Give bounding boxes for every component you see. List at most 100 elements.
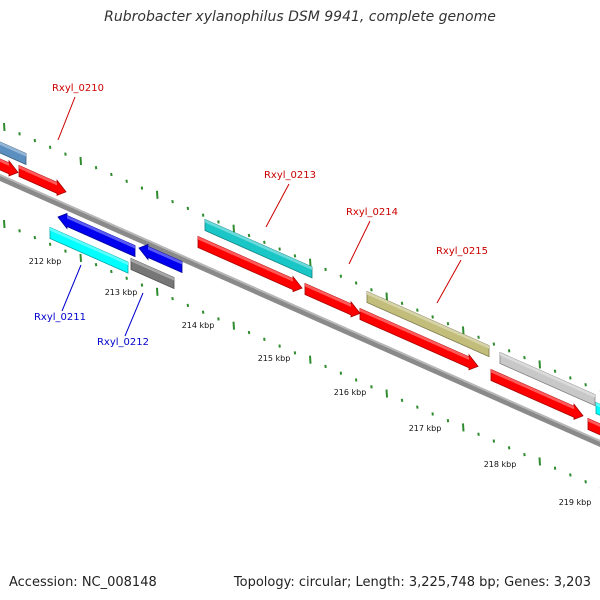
callout-line-rxyl-0215 [436, 259, 462, 304]
tick-mark [553, 466, 557, 470]
tick-mark [110, 172, 113, 177]
scale-label: 218 kbp [484, 460, 517, 469]
tick-mark [523, 355, 526, 360]
gene-feature-highlight [360, 308, 469, 360]
tick-mark [446, 419, 450, 423]
tick-mark [79, 253, 82, 262]
tick-mark [293, 351, 297, 355]
tick-mark [324, 267, 327, 272]
tick-mark [507, 349, 511, 353]
tick-mark [538, 457, 541, 466]
tick-mark [339, 274, 343, 278]
gene-label-rxyl-0215: Rxyl_0215 [436, 246, 488, 257]
gene-feature-highlight [367, 291, 489, 349]
tick-mark [416, 308, 419, 312]
tick-mark [278, 247, 281, 251]
tick-mark [462, 423, 465, 432]
tick-mark [125, 179, 128, 183]
tick-mark [584, 383, 587, 387]
tick-mark [309, 355, 312, 364]
tick-mark [247, 330, 251, 335]
tick-mark [217, 220, 220, 224]
tick-mark [186, 303, 190, 308]
tick-mark [416, 405, 419, 409]
gene-feature-highlight [0, 158, 9, 166]
tick-mark [385, 292, 388, 301]
tick-mark [523, 452, 526, 457]
scale-label: 217 kbp [409, 424, 442, 433]
gene-feature-highlight [596, 402, 600, 408]
callout-line-rxyl-0211 [61, 264, 82, 312]
tick-mark [94, 166, 98, 170]
gene-feature-highlight [305, 283, 351, 307]
tick-mark [385, 389, 388, 398]
tick-mark [33, 235, 37, 240]
tick-mark [370, 288, 373, 292]
tick-mark [569, 473, 572, 477]
callout-line-rxyl-0214 [348, 220, 371, 265]
tick-mark [507, 446, 511, 450]
tick-mark [3, 122, 6, 132]
gene-feature-highlight [500, 352, 595, 398]
gene-feature-highlight [67, 215, 135, 249]
gene-feature-highlight [205, 219, 312, 270]
tick-mark [156, 190, 159, 199]
tick-mark [217, 317, 220, 321]
callout-line-rxyl-0210 [57, 96, 76, 141]
tick-mark [309, 258, 312, 267]
tick-mark [3, 219, 6, 229]
scale-label: 212 kbp [29, 257, 62, 266]
tick-mark [201, 213, 205, 217]
tick-mark [431, 412, 434, 416]
tick-mark [293, 254, 297, 258]
gene-feature-highlight [198, 236, 293, 282]
tick-mark [462, 326, 465, 335]
tick-mark [400, 301, 404, 306]
tick-mark [431, 315, 434, 319]
tick-mark [569, 376, 572, 380]
gene-feature-highlight [50, 227, 128, 266]
tick-track-upper [3, 122, 600, 392]
footer-accession: Accession: NC_008148 [9, 575, 157, 590]
tick-mark [477, 335, 480, 339]
gene-feature-highlight [131, 258, 174, 281]
tick-mark [140, 283, 144, 287]
page-title: Rubrobacter xylanophilus DSM 9941, compl… [104, 9, 496, 25]
gene-label-rxyl-0213: Rxyl_0213 [264, 170, 316, 181]
gene-feature-highlight [19, 165, 57, 186]
callout-line-rxyl-0212 [124, 292, 144, 337]
scale-label: 213 kbp [105, 288, 138, 297]
gene-feature-highlight [0, 141, 26, 157]
tick-mark [263, 240, 266, 244]
tick-mark [232, 224, 235, 233]
gene-features [0, 141, 600, 436]
gene-label-rxyl-0211: Rxyl_0211 [34, 312, 86, 323]
gene-feature-rxyl-0212-cds[interactable] [138, 243, 183, 274]
tick-mark [324, 364, 327, 369]
tick-mark [18, 229, 21, 233]
tick-mark [140, 186, 144, 190]
scale-label: 219 kbp [559, 498, 592, 507]
tick-mark [64, 249, 67, 253]
gene-label-rxyl-0212: Rxyl_0212 [97, 337, 149, 348]
callout-line-rxyl-0213 [265, 183, 290, 228]
gene-feature-highlight [491, 369, 574, 410]
tick-mark [79, 156, 82, 165]
scale-label: 214 kbp [182, 321, 215, 330]
tick-mark [538, 360, 541, 369]
gene-label-rxyl-0210: Rxyl_0210 [52, 83, 104, 94]
gene-feature-rxyl-0211-cds[interactable] [57, 212, 136, 258]
scale-label: 215 kbp [258, 354, 291, 363]
gene-feature-highlight [588, 418, 600, 427]
tick-mark [64, 152, 67, 156]
scale-label: 216 kbp [334, 388, 367, 397]
tick-mark [18, 132, 21, 136]
tick-mark [354, 378, 358, 382]
tick-mark [33, 138, 37, 143]
gene-label-rxyl-0214: Rxyl_0214 [346, 207, 398, 218]
tick-mark [247, 233, 251, 238]
tick-mark [477, 432, 480, 436]
tick-mark [492, 342, 496, 346]
tick-mark [278, 344, 281, 348]
